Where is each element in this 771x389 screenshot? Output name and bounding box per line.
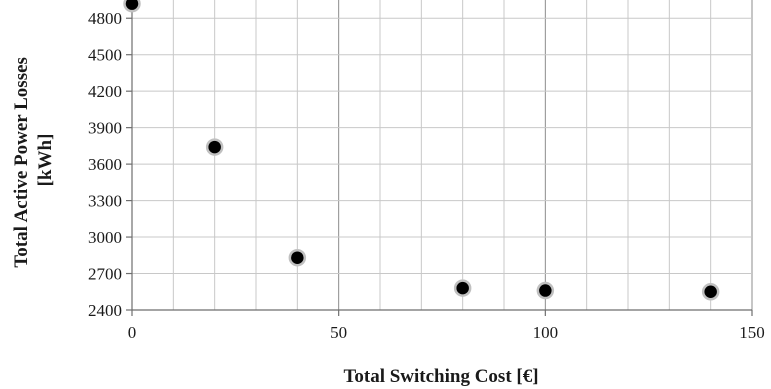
y-tick-label: 4200 <box>88 82 122 101</box>
data-point <box>205 138 224 156</box>
x-tick-label: 0 <box>128 323 137 342</box>
data-points <box>123 0 720 301</box>
data-point <box>453 279 472 297</box>
y-tick-label: 3300 <box>88 192 122 211</box>
x-tick-label: 50 <box>330 323 347 342</box>
axes <box>126 0 753 316</box>
x-tick-label: 150 <box>739 323 765 342</box>
y-tick-label: 2700 <box>88 265 122 284</box>
y-tick-label: 4800 <box>88 9 122 28</box>
y-tick-label: 3000 <box>88 228 122 247</box>
y-tick-label: 2400 <box>88 301 122 320</box>
y-tick-label: 4500 <box>88 46 122 65</box>
y-axis-title: Total Active Power Losses [kWh] <box>11 52 56 267</box>
x-axis-title: Total Switching Cost [€] <box>343 366 538 387</box>
tick-labels: 2400 2700 3000 3300 3600 3900 4200 4500 4800 0 50 1… <box>88 9 765 342</box>
y-axis-title-line-1: Total Active Power Losses <box>11 57 32 268</box>
data-point <box>288 248 307 267</box>
y-axis-title-line-2: [kWh] <box>35 134 56 187</box>
data-point <box>701 283 720 301</box>
grid <box>132 0 753 310</box>
x-tick-label: 100 <box>533 323 559 342</box>
data-point <box>536 281 555 300</box>
y-tick-label: 3900 <box>88 119 122 138</box>
y-tick-label: 3600 <box>88 155 122 174</box>
data-point <box>123 0 141 13</box>
